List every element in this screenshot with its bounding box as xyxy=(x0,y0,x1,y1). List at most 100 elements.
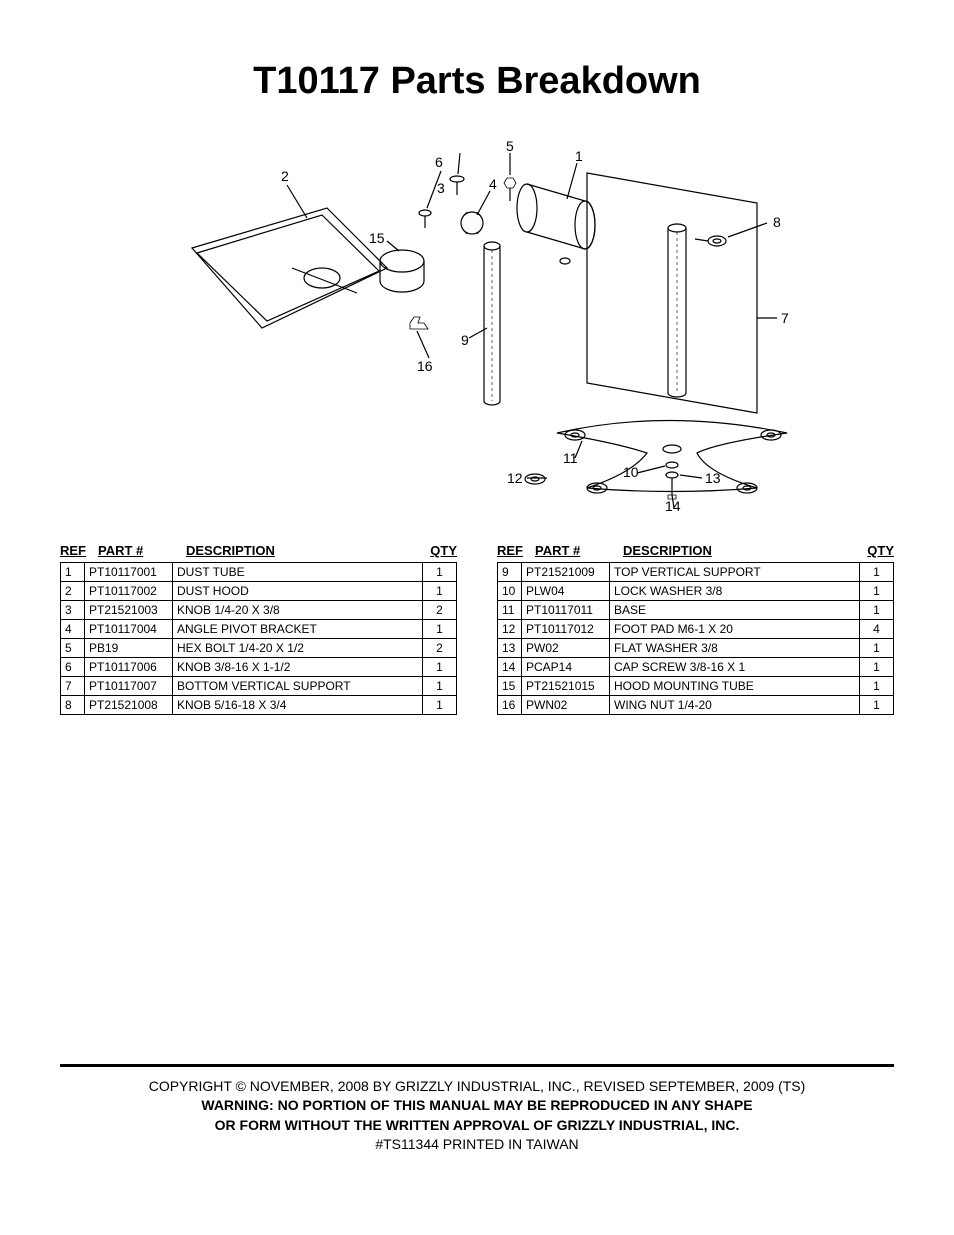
cell-ref: 5 xyxy=(61,639,85,658)
parts-table-left: REF PART # DESCRIPTION QTY 1PT10117001DU… xyxy=(60,543,457,715)
table-row: 5PB19HEX BOLT 1/4-20 X 1/22 xyxy=(61,639,457,658)
callout-11: 11 xyxy=(563,450,578,466)
cell-part: PT10117012 xyxy=(522,620,610,639)
table-row: 16PWN02WING NUT 1/4-201 xyxy=(498,696,894,715)
cell-ref: 14 xyxy=(498,658,522,677)
callout-4: 4 xyxy=(489,176,497,192)
cell-part: PT10117011 xyxy=(522,601,610,620)
cell-desc: FLAT WASHER 3/8 xyxy=(610,639,860,658)
table-row: 9PT21521009TOP VERTICAL SUPPORT1 xyxy=(498,563,894,582)
table-row: 6PT10117006KNOB 3/8-16 X 1-1/21 xyxy=(61,658,457,677)
cell-ref: 13 xyxy=(498,639,522,658)
cell-desc: DUST HOOD xyxy=(173,582,423,601)
footer: COPYRIGHT © NOVEMBER, 2008 BY GRIZZLY IN… xyxy=(60,1064,894,1155)
parts-tables: REF PART # DESCRIPTION QTY 1PT10117001DU… xyxy=(60,543,894,715)
cell-ref: 11 xyxy=(498,601,522,620)
callout-3: 3 xyxy=(437,180,445,196)
cell-desc: ANGLE PIVOT BRACKET xyxy=(173,620,423,639)
callout-8: 8 xyxy=(773,214,781,230)
cell-part: PT21521003 xyxy=(85,601,173,620)
table-row: 3PT21521003KNOB 1/4-20 X 3/82 xyxy=(61,601,457,620)
cell-ref: 9 xyxy=(498,563,522,582)
th-ref: REF xyxy=(60,543,98,558)
cell-part: PT10117004 xyxy=(85,620,173,639)
th-part: PART # xyxy=(98,543,186,558)
cell-part: PT10117006 xyxy=(85,658,173,677)
cell-ref: 7 xyxy=(61,677,85,696)
cell-ref: 16 xyxy=(498,696,522,715)
cell-desc: BOTTOM VERTICAL SUPPORT xyxy=(173,677,423,696)
cell-desc: KNOB 1/4-20 X 3/8 xyxy=(173,601,423,620)
callout-15: 15 xyxy=(369,230,385,246)
table-row: 13PW02FLAT WASHER 3/81 xyxy=(498,639,894,658)
exploded-diagram: 2 6 5 3 4 1 8 7 9 15 16 11 12 10 13 14 xyxy=(157,133,797,513)
callout-14: 14 xyxy=(665,498,681,513)
cell-part: PLW04 xyxy=(522,582,610,601)
callout-9: 9 xyxy=(461,332,469,348)
cell-qty: 1 xyxy=(860,563,894,582)
cell-part: PT10117002 xyxy=(85,582,173,601)
cell-qty: 4 xyxy=(860,620,894,639)
cell-qty: 2 xyxy=(423,639,457,658)
cell-qty: 1 xyxy=(860,601,894,620)
cell-ref: 6 xyxy=(61,658,85,677)
cell-qty: 1 xyxy=(860,639,894,658)
cell-desc: BASE xyxy=(610,601,860,620)
table-row: 10PLW04LOCK WASHER 3/81 xyxy=(498,582,894,601)
cell-part: PWN02 xyxy=(522,696,610,715)
cell-desc: FOOT PAD M6-1 X 20 xyxy=(610,620,860,639)
th-desc: DESCRIPTION xyxy=(186,543,423,558)
cell-part: PW02 xyxy=(522,639,610,658)
cell-desc: KNOB 3/8-16 X 1-1/2 xyxy=(173,658,423,677)
cell-qty: 1 xyxy=(423,677,457,696)
cell-desc: TOP VERTICAL SUPPORT xyxy=(610,563,860,582)
cell-ref: 1 xyxy=(61,563,85,582)
cell-part: PT21521015 xyxy=(522,677,610,696)
table-row: 2PT10117002DUST HOOD1 xyxy=(61,582,457,601)
table-header: REF PART # DESCRIPTION QTY xyxy=(60,543,457,562)
th-desc: DESCRIPTION xyxy=(623,543,860,558)
th-part: PART # xyxy=(535,543,623,558)
table-row: 7PT10117007BOTTOM VERTICAL SUPPORT1 xyxy=(61,677,457,696)
cell-ref: 8 xyxy=(61,696,85,715)
cell-qty: 1 xyxy=(860,658,894,677)
callout-13: 13 xyxy=(705,470,721,486)
th-ref: REF xyxy=(497,543,535,558)
cell-ref: 2 xyxy=(61,582,85,601)
table-row: 14PCAP14CAP SCREW 3/8-16 X 11 xyxy=(498,658,894,677)
cell-ref: 10 xyxy=(498,582,522,601)
table-row: 15PT21521015HOOD MOUNTING TUBE1 xyxy=(498,677,894,696)
table-row: 1PT10117001DUST TUBE1 xyxy=(61,563,457,582)
callout-2: 2 xyxy=(281,168,289,184)
cell-desc: LOCK WASHER 3/8 xyxy=(610,582,860,601)
cell-qty: 1 xyxy=(860,696,894,715)
cell-desc: WING NUT 1/4-20 xyxy=(610,696,860,715)
cell-part: PT21521008 xyxy=(85,696,173,715)
cell-qty: 1 xyxy=(860,677,894,696)
table-row: 4PT10117004ANGLE PIVOT BRACKET1 xyxy=(61,620,457,639)
doc-id-line: #TS11344 PRINTED IN TAIWAN xyxy=(60,1135,894,1155)
cell-qty: 1 xyxy=(423,696,457,715)
parts-table-right: REF PART # DESCRIPTION QTY 9PT21521009TO… xyxy=(497,543,894,715)
cell-ref: 12 xyxy=(498,620,522,639)
callout-1: 1 xyxy=(575,148,583,164)
table-row: 11PT10117011BASE1 xyxy=(498,601,894,620)
cell-ref: 15 xyxy=(498,677,522,696)
cell-qty: 1 xyxy=(423,563,457,582)
callout-5: 5 xyxy=(506,138,514,154)
callout-12: 12 xyxy=(507,470,523,486)
table-header: REF PART # DESCRIPTION QTY xyxy=(497,543,894,562)
cell-qty: 1 xyxy=(423,658,457,677)
callout-6: 6 xyxy=(435,154,443,170)
page-title: T10117 Parts Breakdown xyxy=(60,60,894,103)
cell-part: PT10117001 xyxy=(85,563,173,582)
cell-desc: CAP SCREW 3/8-16 X 1 xyxy=(610,658,860,677)
callout-7: 7 xyxy=(781,310,789,326)
cell-desc: HEX BOLT 1/4-20 X 1/2 xyxy=(173,639,423,658)
cell-part: PB19 xyxy=(85,639,173,658)
cell-part: PT10117007 xyxy=(85,677,173,696)
cell-desc: KNOB 5/16-18 X 3/4 xyxy=(173,696,423,715)
warning-line-1: WARNING: NO PORTION OF THIS MANUAL MAY B… xyxy=(60,1096,894,1116)
cell-desc: HOOD MOUNTING TUBE xyxy=(610,677,860,696)
cell-qty: 1 xyxy=(860,582,894,601)
